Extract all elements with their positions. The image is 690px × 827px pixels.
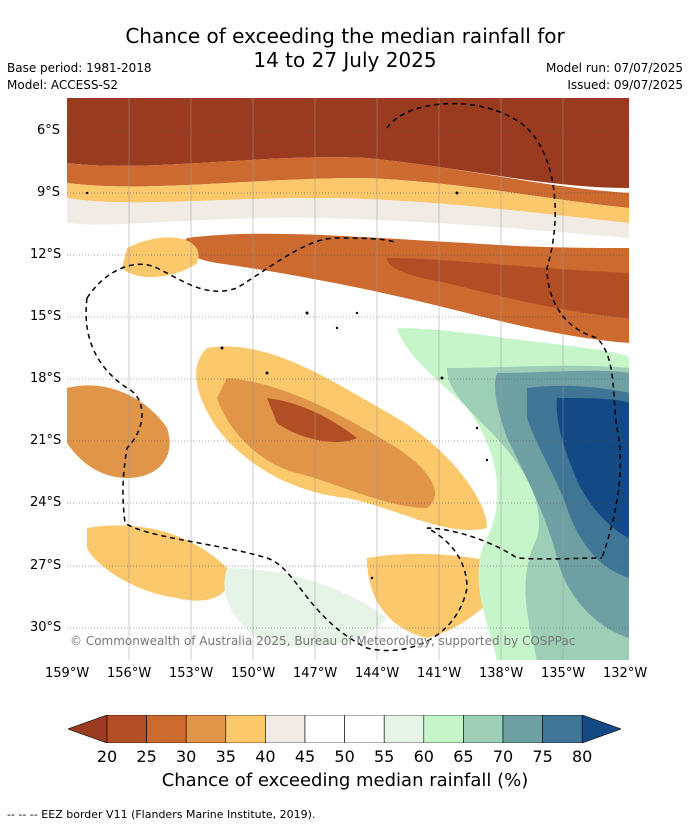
region-dry-core-south [267,398,357,443]
lat-label-12s: 12°S [30,247,62,262]
issued-date: Issued: 09/07/2025 [567,78,683,92]
lat-label-9s: 9°S [37,185,61,200]
lon-label-147w: 147°W [293,666,338,681]
region-very-dry [67,98,629,188]
lon-label-141w: 141°W [417,666,462,681]
colorbar-cell-40 [265,715,306,743]
region-moderate-north [67,178,629,223]
region-dry-north [67,157,629,208]
islands [85,191,489,580]
colorbar-cell-55 [383,715,425,743]
colorbar-tick-label: 40 [255,747,276,766]
region-wet-south-green [224,568,387,647]
lat-label-6s: 6°S [37,123,61,138]
colorbar-tick-label: 35 [215,747,236,766]
colorbar-tick-label: 75 [532,747,553,766]
lat-label-18s: 18°S [30,371,62,386]
colorbar-tick-label: 55 [374,747,395,766]
model-name: Model: ACCESS-S2 [7,78,119,92]
colorbar-cell-35 [225,715,266,743]
region-moderate-southwest [87,525,230,601]
eez-footnote: -- -- -- EEZ border V11 (Flanders Marine… [7,808,316,821]
lon-label-153w: 153°W [169,666,214,681]
colorbar-cell-70 [502,715,543,743]
region-moderate-12s [122,237,199,278]
lon-label-144w: 144°W [355,666,400,681]
lon-label-156w: 156°W [107,666,152,681]
colorbar-cell-45 [304,715,345,743]
colorbar-cell-65 [463,715,504,743]
colorbar-cell-20 [106,715,147,743]
map-title-line2: 14 to 27 July 2025 [253,48,437,72]
colorbar-tick-label: 80 [572,747,593,766]
colorbar-tick-label: 45 [294,747,316,766]
lon-label-150w: 150°W [231,666,276,681]
lon-gridlines [128,98,564,660]
colorbar-title: Chance of exceeding median rainfall (%) [161,770,529,791]
lat-label-21s: 21°S [30,433,62,448]
lon-label-159w: 159°W [45,666,90,681]
region-neutral-north [67,198,629,238]
region-dry-band-12s [183,233,629,343]
lon-label-138w: 138°W [479,666,524,681]
colorbar-tick-label: 30 [176,747,197,766]
lon-label-135w: 135°W [541,666,586,681]
colorbar-tick-label: 25 [136,747,157,766]
colorbar-cell-75 [542,715,583,743]
copyright-notice: © Commonwealth of Australia 2025, Bureau… [70,634,576,648]
colorbar-cell-below-20 [68,715,108,743]
colorbar-tick-label: 50 [334,747,355,766]
base-period: Base period: 1981-2018 [7,61,152,75]
lat-label-24s: 24°S [30,495,62,510]
model-run: Model run: 07/07/2025 [545,61,683,75]
rainfall-map [67,98,629,660]
colorbar-tick-label: 20 [96,747,118,766]
colorbar-tick-label: 70 [492,747,514,766]
colorbar-tick-label: 60 [413,747,434,766]
region-very-dry-band-12s [387,258,629,318]
eez-borders [85,102,622,652]
region-dry-west [67,385,170,478]
lat-label-30s: 30°S [30,620,62,635]
colorbar-cells [68,715,621,743]
colorbar-cell-30 [185,715,227,743]
colorbar-cell-above-80 [581,715,621,743]
colorbar-tick-label: 65 [453,747,474,766]
lat-gridlines [67,130,629,629]
lat-label-27s: 27°S [30,558,62,573]
colorbar-cell-50 [344,715,385,743]
map-title-line1: Chance of exceeding the median rainfall … [125,24,565,48]
lon-label-132w: 132°W [603,666,648,681]
colorbar [68,715,621,743]
lat-label-15s: 15°S [30,309,62,324]
colorbar-cell-25 [146,715,187,743]
region-dry-south-central [217,378,436,508]
colorbar-cell-60 [423,715,464,743]
